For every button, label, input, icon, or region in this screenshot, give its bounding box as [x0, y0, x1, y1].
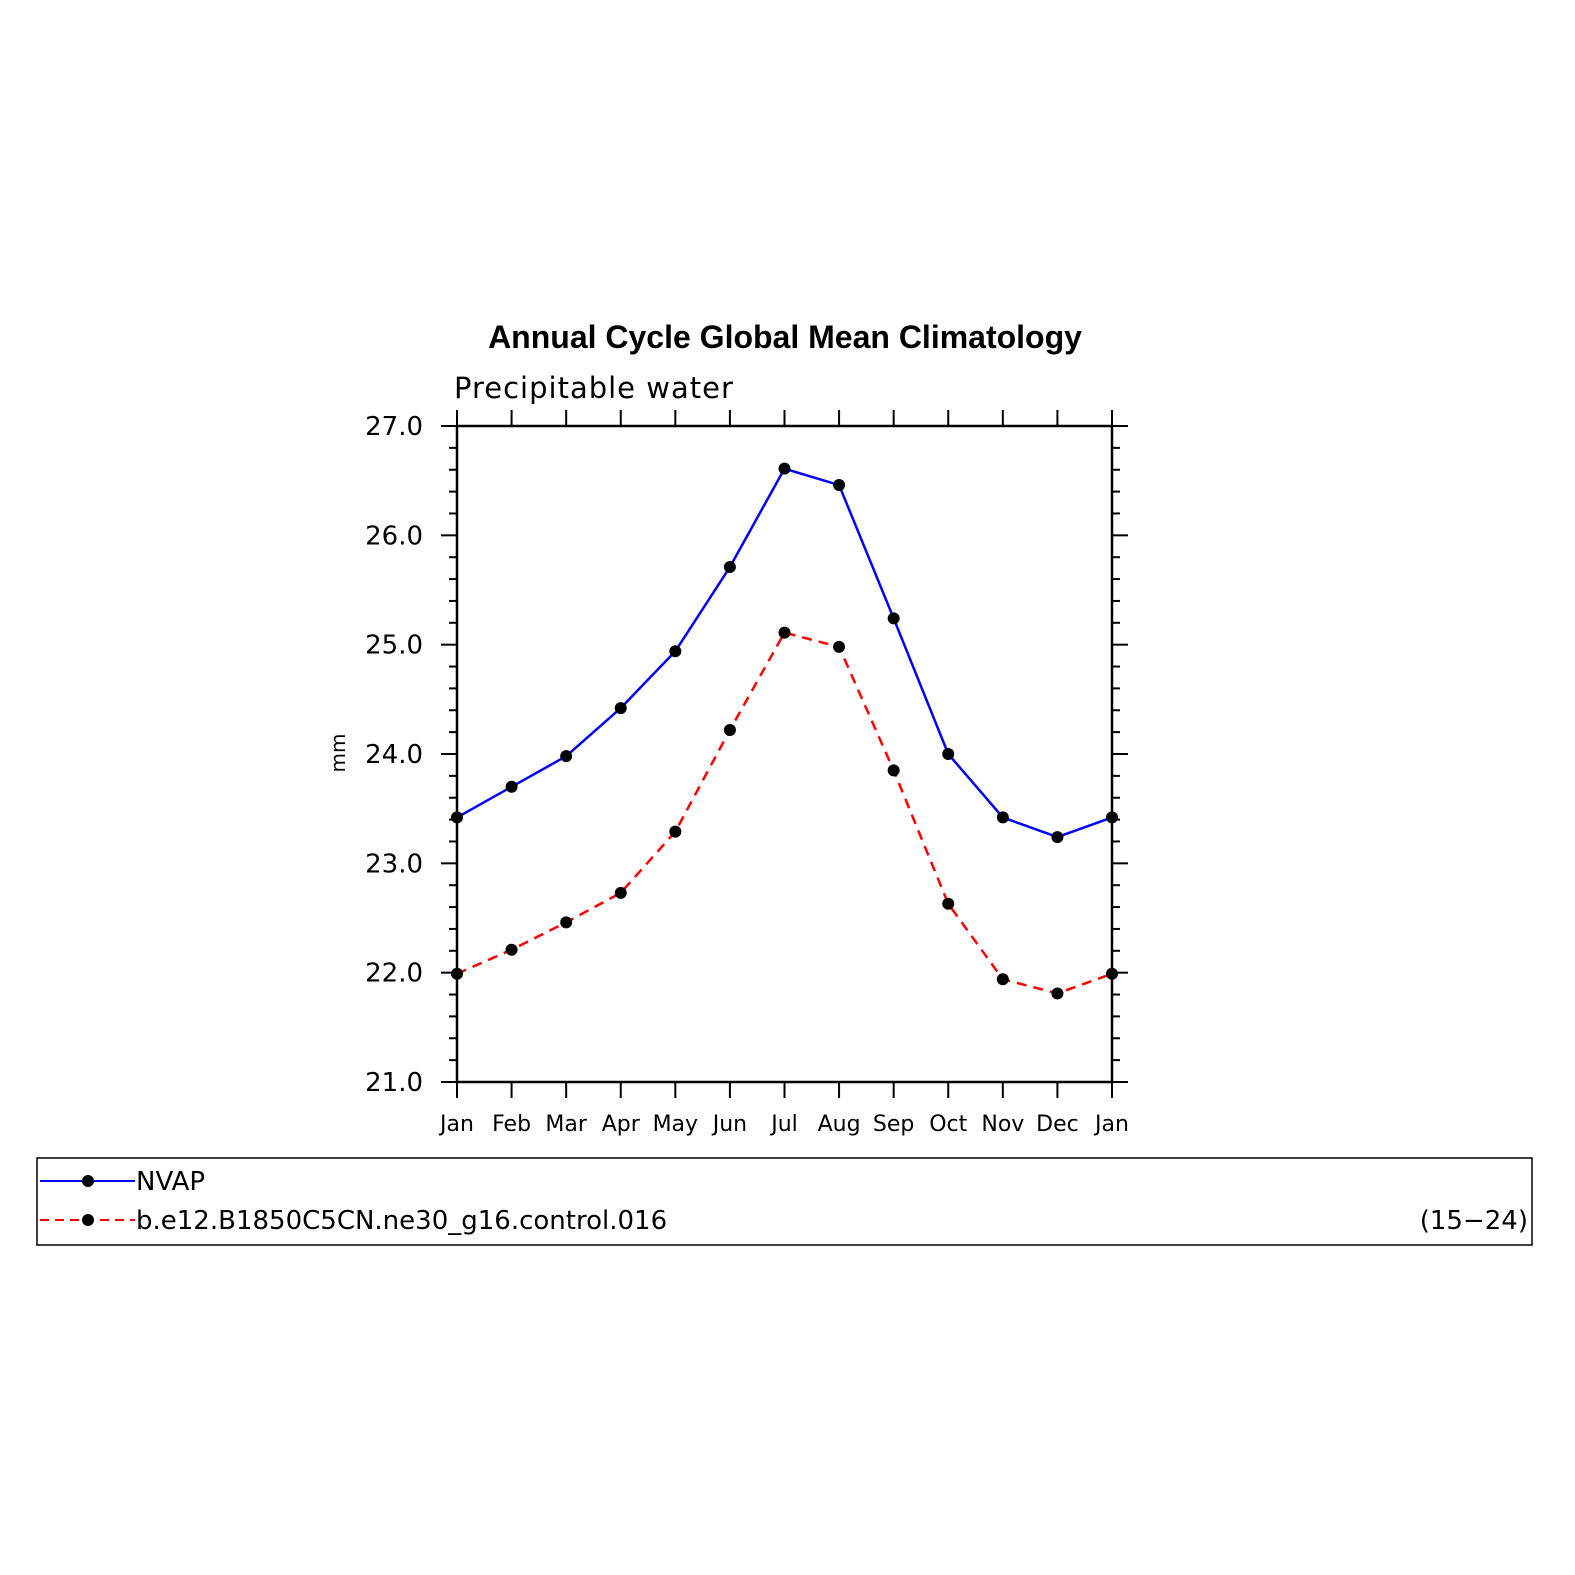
data-point-series-0	[778, 462, 791, 475]
data-point-series-0	[451, 811, 463, 824]
series-line-0	[456, 467, 1113, 839]
x-tick-label: Jul	[769, 1112, 798, 1137]
x-tick-label: Sep	[873, 1112, 914, 1137]
axis-ticks	[441, 410, 1128, 1098]
y-tick-label: 24.0	[365, 740, 423, 770]
data-point-series-1	[778, 626, 791, 639]
x-tick-label: Jan	[1093, 1112, 1129, 1137]
data-point-series-0	[560, 750, 573, 763]
y-tick-label: 23.0	[365, 849, 423, 879]
data-point-series-1	[560, 916, 573, 929]
data-point-series-0	[614, 702, 627, 715]
data-point-series-0	[996, 811, 1009, 824]
data-point-series-1	[723, 723, 736, 736]
x-tick-label: Jun	[711, 1112, 747, 1137]
data-point-series-1	[451, 967, 463, 980]
x-tick-label: Feb	[492, 1112, 531, 1137]
data-point-series-1	[942, 897, 955, 910]
x-tick-label: Oct	[929, 1112, 967, 1137]
y-tick-label: 27.0	[365, 412, 423, 442]
data-point-series-1	[887, 764, 900, 777]
data-point-series-1	[996, 973, 1009, 986]
data-point-series-0	[505, 780, 518, 793]
data-point-series-0	[942, 748, 955, 760]
data-point-series-0	[1051, 831, 1064, 844]
x-tick-label: May	[653, 1112, 698, 1137]
data-point-series-1	[614, 886, 627, 899]
x-tick-label: Apr	[602, 1112, 641, 1137]
plot-frame	[455, 424, 1114, 1084]
data-point-series-1	[669, 825, 682, 838]
legend-box	[36, 1157, 1533, 1246]
x-tick-labels: Jan Feb Mar Apr May Jun Jul Aug Sep Oct Nov Dec Jan	[438, 1112, 1129, 1137]
x-tick-label: Aug	[818, 1112, 861, 1137]
y-tick-label: 22.0	[365, 959, 423, 989]
data-point-series-0	[887, 612, 900, 625]
series-line-1	[456, 631, 1113, 995]
data-point-series-1	[505, 943, 518, 956]
data-point-series-1	[1106, 967, 1118, 980]
y-tick-labels: 21.0 22.0 23.0 24.0 25.0 26.0 27.0	[365, 412, 423, 1098]
legend-marker-model	[82, 1214, 94, 1226]
y-tick-label: 25.0	[365, 631, 423, 661]
y-tick-label: 26.0	[365, 521, 423, 551]
x-tick-label: Mar	[545, 1112, 587, 1137]
x-tick-label: Jan	[438, 1112, 474, 1137]
data-point-series-1	[833, 640, 846, 653]
legend-marker-nvap	[82, 1175, 94, 1187]
data-point-series-0	[723, 561, 736, 574]
data-point-series-0	[1106, 811, 1118, 824]
x-tick-label: Dec	[1036, 1112, 1079, 1137]
y-axis-label: mm	[326, 734, 350, 773]
chart-title: Annual Cycle Global Mean Climatology	[488, 319, 1082, 355]
legend-label-nvap: NVAP	[136, 1167, 205, 1197]
chart-subtitle: Precipitable water	[454, 371, 734, 405]
y-tick-label: 21.0	[365, 1068, 423, 1098]
legend: NVAP b.e12.B1850C5CN.ne30_g16.control.01…	[36, 1157, 1533, 1246]
legend-note: (15−24)	[1420, 1206, 1528, 1236]
data-point-series-1	[1051, 987, 1064, 1000]
series-layer	[451, 462, 1118, 1000]
x-tick-label: Nov	[981, 1112, 1024, 1137]
data-point-series-0	[833, 479, 846, 492]
data-point-series-0	[669, 645, 682, 658]
legend-label-model: b.e12.B1850C5CN.ne30_g16.control.016	[136, 1206, 667, 1236]
